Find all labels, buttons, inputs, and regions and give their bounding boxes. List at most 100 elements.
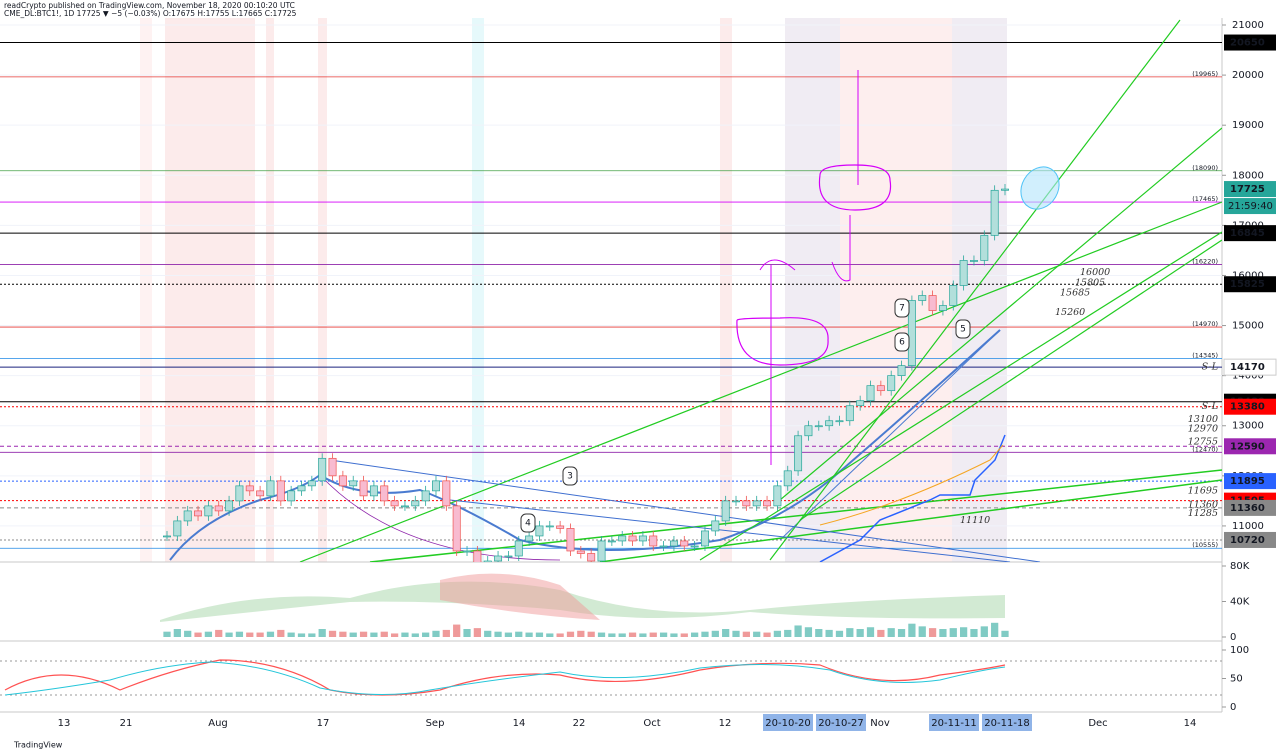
- volume-bar: [525, 632, 533, 637]
- volume-bar: [463, 629, 471, 637]
- candle: [866, 385, 875, 402]
- volume-bar: [225, 632, 233, 637]
- volume-bar: [877, 629, 885, 637]
- volume-bar: [908, 623, 916, 637]
- volume-bar: [556, 633, 564, 637]
- y-tick-label: 11000: [1232, 521, 1264, 532]
- candle: [576, 550, 585, 554]
- wave-marker: 5: [960, 325, 966, 335]
- volume-bar: [784, 629, 792, 637]
- volume-bar: [411, 633, 419, 637]
- y-tick-label: 13000: [1232, 421, 1264, 432]
- candle: [659, 545, 668, 548]
- volume-bar: [577, 630, 585, 637]
- candle: [369, 485, 378, 497]
- volume-bar: [401, 632, 409, 637]
- price-badge: [1224, 276, 1276, 293]
- volume-bar: [473, 628, 481, 637]
- candle: [525, 535, 534, 542]
- candle: [618, 535, 627, 542]
- x-tick-label: 12: [719, 718, 732, 729]
- volume-bar: [846, 628, 854, 637]
- volume-bar: [670, 633, 678, 637]
- candle: [607, 540, 616, 543]
- x-tick-label: Nov: [870, 718, 890, 729]
- candle: [742, 500, 751, 507]
- volume-bar: [928, 628, 937, 637]
- candle: [359, 480, 368, 497]
- level-note: 15260: [1055, 307, 1085, 318]
- volume-bar: [825, 629, 833, 637]
- candle: [318, 457, 327, 482]
- level-note: 15805: [1075, 278, 1105, 289]
- volume-bar: [308, 633, 316, 637]
- marked-date-box: [816, 714, 866, 731]
- candle: [949, 285, 958, 306]
- volume-bar: [442, 629, 450, 637]
- candle: [163, 535, 171, 538]
- volume-bar: [856, 629, 864, 637]
- price-badge-label: 13380: [1230, 402, 1265, 413]
- y-tick-label: 16000: [1232, 270, 1264, 281]
- candle: [483, 560, 492, 562]
- candle: [938, 305, 947, 311]
- volume-bar: [390, 633, 399, 637]
- symbol-info: CME_DL:BTC1!, 1D 17725 ▼ −5 (−0.03%) O:1…: [4, 9, 297, 18]
- candle: [721, 500, 730, 522]
- price-badge: [1224, 34, 1276, 51]
- candle: [297, 485, 306, 492]
- volume-bar: [897, 629, 906, 637]
- volume-bar: [287, 632, 295, 637]
- candle: [442, 480, 451, 507]
- levels: [0, 24, 1222, 549]
- countdown: 21:59:40: [1228, 201, 1273, 212]
- volume-bar: [742, 631, 750, 637]
- candle: [421, 490, 430, 502]
- volume-bar: [453, 624, 461, 637]
- price-badge-label: 10720: [1230, 535, 1265, 546]
- volume-bar: [628, 632, 637, 637]
- marked-date: 20-11-11: [931, 718, 976, 729]
- price-badge-label: 11360: [1230, 503, 1265, 514]
- volume-tick-label: 40K: [1230, 597, 1250, 608]
- x-tick-label: 14: [513, 718, 526, 729]
- price-badge-label: 15825: [1230, 279, 1265, 290]
- candle: [545, 525, 554, 528]
- volume-bar: [763, 632, 771, 637]
- oscillator: [0, 659, 1222, 696]
- marked-date: 20-11-18: [984, 718, 1029, 729]
- candle: [452, 505, 461, 552]
- volume-bar: [722, 629, 730, 637]
- volume-bar: [991, 622, 999, 637]
- wave-marker: 6: [899, 338, 905, 348]
- volume: [160, 573, 1009, 637]
- y-tick-label: 19000: [1232, 120, 1264, 131]
- volume-bar: [773, 630, 782, 637]
- level-note: 11110: [960, 515, 990, 526]
- price-badge: [1224, 181, 1276, 198]
- osc-tick-label: 100: [1230, 645, 1249, 656]
- candle: [680, 540, 689, 547]
- volume-bar: [949, 628, 957, 637]
- x-tick-label: Dec: [1088, 718, 1107, 729]
- candle: [649, 535, 658, 547]
- price-badge: [1224, 398, 1276, 415]
- candle: [907, 300, 916, 366]
- tag-label: (12470): [1192, 445, 1218, 453]
- candle: [463, 550, 471, 553]
- price-badge: [1224, 225, 1276, 242]
- volume-bar: [266, 631, 275, 637]
- candle: [990, 189, 999, 236]
- candle: [587, 553, 596, 562]
- volume-bar: [535, 632, 544, 637]
- x-tick-label: 17: [317, 718, 330, 729]
- volume-bar: [587, 631, 595, 637]
- volume-bar: [494, 631, 502, 637]
- volume-bar: [1001, 630, 1009, 637]
- wave-marker: 7: [899, 304, 905, 314]
- candle: [287, 490, 296, 502]
- volume-bar: [639, 633, 647, 637]
- level-note: 13100: [1188, 414, 1218, 425]
- wave-marker-box: [562, 466, 578, 486]
